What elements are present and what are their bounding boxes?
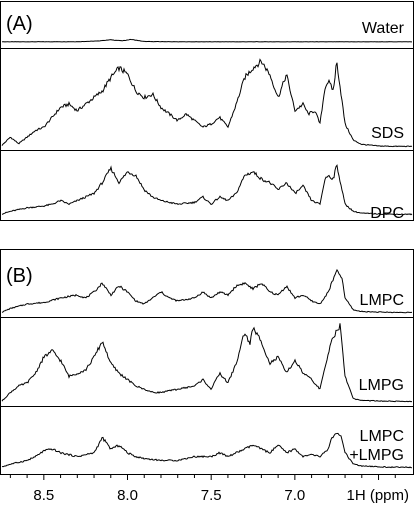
panel-b-plot: LMPC LMPG LMPC +LMPG: [1, 268, 413, 469]
x-tick-label: 8.5: [33, 487, 54, 504]
x-tick-label: 8.0: [117, 487, 138, 504]
panel-a-label: (A): [6, 13, 33, 35]
series-label-lmpc: LMPC: [360, 292, 404, 309]
spectrum-line-lmpg: [1, 323, 413, 403]
panel-b-label: (B): [6, 265, 33, 287]
series-label-lmpc-lmpg-line2: +LMPG: [349, 447, 404, 464]
x-axis: 8.5 8.0 7.5 7.0: [9, 475, 396, 504]
spectrum-line-lmpc: [1, 268, 413, 314]
panel-a-plot: Water SDS DPC: [1, 20, 413, 222]
panel-b-frame: [0, 249, 414, 475]
x-tick-label: 7.0: [284, 487, 305, 504]
spectrum-line-sds: [1, 58, 413, 148]
series-label-dpc: DPC: [370, 205, 404, 222]
series-label-sds: SDS: [371, 125, 404, 142]
x-axis-label: 1H (ppm): [346, 487, 409, 504]
spectrum-line-lmpc-lmpg: [1, 432, 413, 469]
series-label-water: Water: [362, 20, 405, 37]
series-label-lmpg: LMPG: [359, 377, 404, 394]
spectrum-line-water: [1, 38, 413, 43]
x-tick-label: 7.5: [201, 487, 222, 504]
panel-a-frame: [0, 1, 414, 221]
spectrum-line-dpc: [1, 164, 413, 216]
series-label-lmpc-lmpg-line1: LMPC: [360, 428, 404, 445]
